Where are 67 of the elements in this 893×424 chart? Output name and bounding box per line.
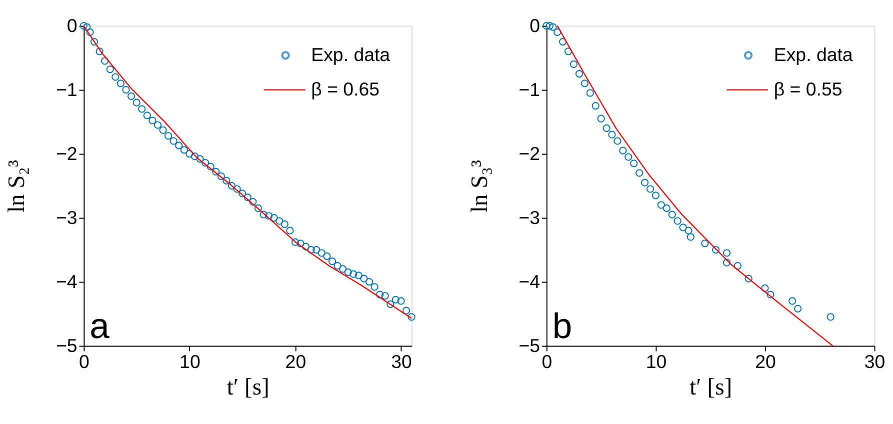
y-tick-label: −3 — [56, 207, 78, 228]
annotation: a — [90, 306, 110, 346]
point — [734, 262, 742, 270]
point — [559, 38, 567, 46]
point — [722, 258, 731, 266]
point — [602, 124, 610, 132]
point — [624, 153, 632, 161]
point — [549, 23, 557, 31]
y-tick-label: −1 — [56, 79, 78, 100]
point — [586, 89, 594, 97]
point — [636, 169, 644, 177]
y-axis-title: ln S₃³ — [466, 160, 493, 213]
y-tick-label: −3 — [518, 207, 540, 228]
point — [826, 313, 834, 321]
point — [546, 22, 554, 30]
point — [701, 240, 709, 248]
point — [788, 297, 796, 305]
point — [640, 178, 649, 186]
point — [646, 185, 654, 193]
x-axis-title: t′ [s] — [690, 374, 732, 401]
point — [564, 48, 572, 56]
point — [668, 210, 676, 218]
x-tick-label: 30 — [864, 350, 886, 372]
point — [684, 226, 692, 234]
y-tick-label: −4 — [518, 271, 540, 292]
point — [597, 114, 605, 122]
y-tick-label: −2 — [56, 143, 78, 164]
y-tick-label: −5 — [518, 335, 540, 356]
point — [679, 224, 687, 232]
point — [554, 28, 562, 36]
point — [570, 60, 578, 68]
point — [686, 233, 694, 241]
y-tick-label: 0 — [530, 15, 540, 36]
point — [712, 246, 720, 254]
point — [657, 201, 665, 209]
y-tick-label: −1 — [518, 79, 540, 100]
point — [614, 137, 622, 145]
y-tick-label: −4 — [56, 271, 78, 292]
x-tick-label: 30 — [391, 350, 412, 372]
point — [662, 204, 670, 212]
point — [794, 304, 802, 312]
point — [575, 70, 584, 78]
y-axis-title: ln S₂³ — [4, 160, 30, 213]
legend-label: β = 0.55 — [774, 78, 842, 100]
annotation: b — [552, 306, 572, 346]
point — [608, 130, 616, 138]
point — [652, 192, 660, 200]
legend-label: Exp. data — [774, 44, 854, 66]
point — [580, 80, 588, 88]
legend-label: β = 0.65 — [311, 78, 380, 100]
point — [722, 249, 731, 257]
x-tick-label: 10 — [646, 350, 667, 372]
point — [744, 274, 752, 282]
y-tick-label: −5 — [56, 335, 78, 356]
y-tick-label: 0 — [66, 15, 78, 36]
x-axis-title: t′ [s] — [226, 374, 270, 401]
y-tick-label: −2 — [518, 143, 540, 164]
x-tick-label: 10 — [180, 350, 200, 372]
x-tick-label: 20 — [285, 350, 306, 372]
point — [766, 290, 774, 298]
point — [761, 284, 769, 292]
point — [630, 160, 638, 168]
point — [619, 146, 627, 154]
point — [674, 217, 682, 225]
point — [592, 102, 600, 110]
x-tick-label: 20 — [755, 350, 776, 372]
legend-label: Exp. data — [311, 44, 391, 66]
